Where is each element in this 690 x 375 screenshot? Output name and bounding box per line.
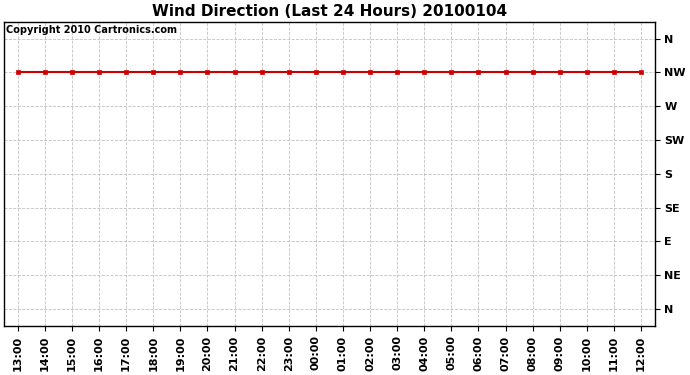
Text: Copyright 2010 Cartronics.com: Copyright 2010 Cartronics.com <box>6 25 177 35</box>
Title: Wind Direction (Last 24 Hours) 20100104: Wind Direction (Last 24 Hours) 20100104 <box>152 4 507 19</box>
